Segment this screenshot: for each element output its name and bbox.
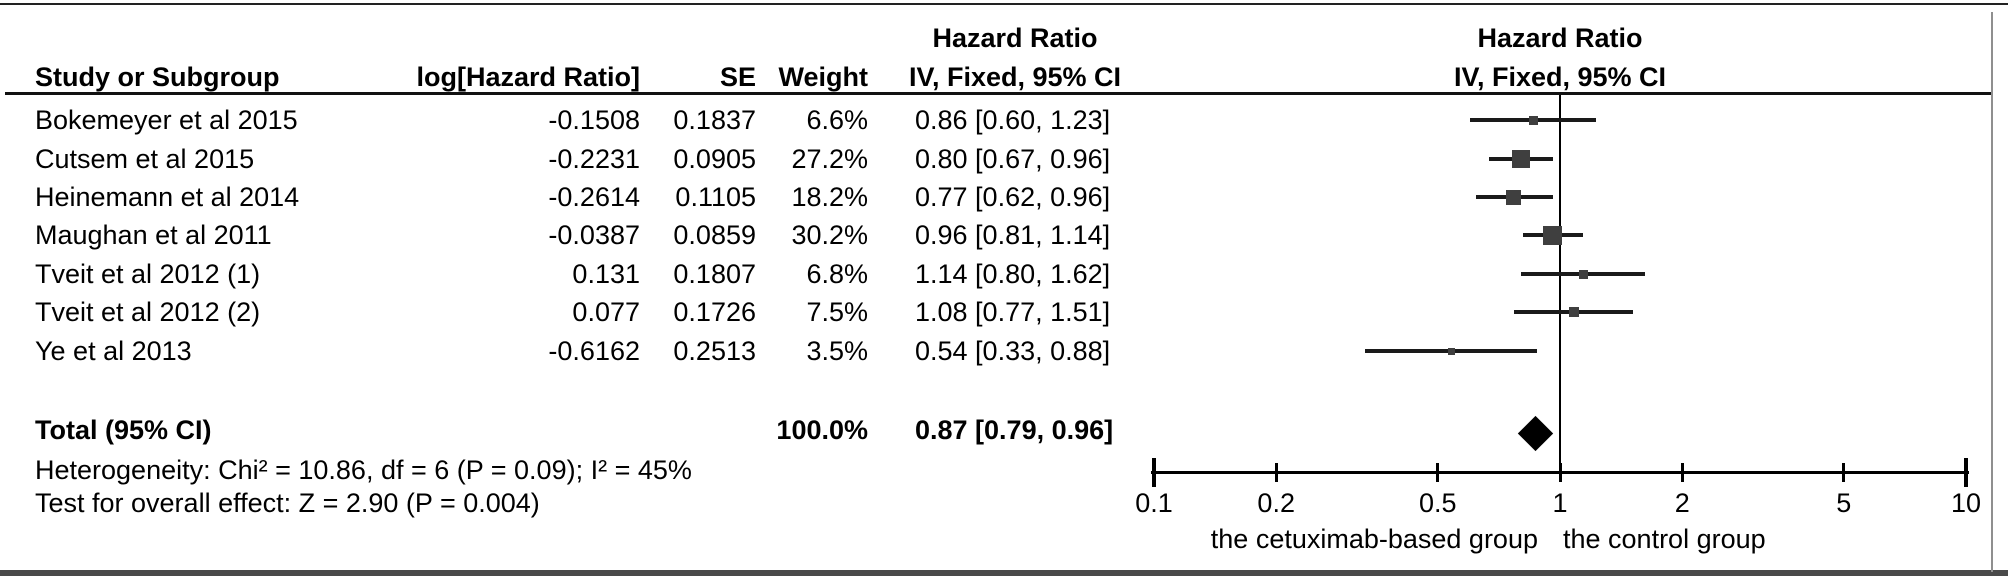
plot-header-hazard-ratio: Hazard Ratio [1477, 23, 1643, 53]
axis-tick [1152, 458, 1156, 487]
table-row: Cutsem et al 2015 -0.2231 0.0905 27.2% 0… [0, 140, 2008, 178]
log-hr-value: 0.077 [572, 297, 640, 327]
log-hr-value: -0.0387 [548, 220, 640, 250]
column-header-weight: Weight [778, 62, 869, 92]
column-header-hazard-ratio: Hazard Ratio [932, 23, 1098, 53]
weight-value: 6.6% [806, 105, 868, 135]
axis-tick [1558, 463, 1562, 482]
figure-top-border [0, 3, 2008, 5]
column-header-study: Study or Subgroup [35, 62, 280, 92]
header-underline [5, 92, 1991, 95]
study-label: Tveit et al 2012 (1) [35, 259, 261, 289]
se-value: 0.1105 [675, 182, 756, 212]
no-effect-line [1559, 95, 1561, 475]
total-label: Total (95% CI) [35, 415, 212, 445]
log-hr-value: -0.2614 [548, 182, 640, 212]
favours-right-label: the control group [1563, 524, 1766, 554]
study-label: Cutsem et al 2015 [35, 144, 255, 174]
axis-tick [1680, 463, 1684, 482]
table-row: Tveit et al 2012 (1) 0.131 0.1807 6.8% 1… [0, 255, 2008, 293]
table-row: Bokemeyer et al 2015 -0.1508 0.1837 6.6%… [0, 101, 2008, 139]
se-value: 0.1807 [673, 259, 756, 289]
ci-text: 0.80 [0.67, 0.96] [915, 144, 1111, 174]
weight-value: 30.2% [791, 220, 868, 250]
log-hr-value: 0.131 [572, 259, 640, 289]
ci-text: 1.08 [0.77, 1.51] [915, 297, 1111, 327]
se-value: 0.2513 [673, 336, 756, 366]
effect-square [1447, 347, 1455, 355]
effect-square [1568, 307, 1579, 317]
axis-tick-label: 0.5 [1419, 488, 1457, 518]
weight-value: 3.5% [806, 336, 868, 366]
log-hr-value: -0.6162 [548, 336, 640, 366]
total-row: Total (95% CI) 100.0% 0.87 [0.79, 0.96] [0, 411, 2008, 449]
total-ci-text: 0.87 [0.79, 0.96] [915, 415, 1114, 445]
axis-tick-label: 1 [1552, 488, 1568, 518]
effect-square [1578, 269, 1588, 279]
study-label: Bokemeyer et al 2015 [35, 105, 298, 135]
effect-square [1528, 115, 1538, 125]
ci-text: 0.54 [0.33, 0.88] [915, 336, 1111, 366]
column-header-log-hazard-ratio: log[Hazard Ratio] [416, 62, 640, 92]
axis-tick [1274, 463, 1278, 482]
ci-text: 0.77 [0.62, 0.96] [915, 182, 1111, 212]
effect-square [1511, 150, 1530, 168]
log-hr-value: -0.2231 [548, 144, 640, 174]
log-hr-value: -0.1508 [548, 105, 640, 135]
weight-value: 6.8% [806, 259, 868, 289]
effect-square [1506, 189, 1522, 205]
se-value: 0.1726 [673, 297, 756, 327]
se-value: 0.0905 [673, 144, 756, 174]
ci-text: 0.96 [0.81, 1.14] [915, 220, 1111, 250]
plot-header-iv-fixed-ci: IV, Fixed, 95% CI [1453, 62, 1667, 92]
effect-square [1543, 225, 1563, 245]
figure-bottom-border [0, 570, 2008, 576]
axis-tick-label: 2 [1674, 488, 1690, 518]
ci-text: 1.14 [0.80, 1.62] [915, 259, 1111, 289]
favours-left-label: the cetuximab-based group [1210, 524, 1538, 554]
axis-tick [1964, 458, 1968, 487]
total-diamond [1517, 415, 1554, 451]
weight-value: 7.5% [806, 297, 868, 327]
weight-value: 27.2% [791, 144, 868, 174]
total-weight-value: 100.0% [776, 415, 868, 445]
se-value: 0.0859 [673, 220, 756, 250]
axis-tick-label: 0.2 [1257, 488, 1295, 518]
column-header-iv-fixed-ci: IV, Fixed, 95% CI [908, 62, 1122, 92]
ci-text: 0.86 [0.60, 1.23] [915, 105, 1111, 135]
table-row: Ye et al 2013 -0.6162 0.2513 3.5% 0.54 [… [0, 332, 2008, 370]
study-label: Ye et al 2013 [35, 336, 192, 366]
study-label: Maughan et al 2011 [35, 220, 272, 250]
axis-tick-label: 10 [1950, 488, 1982, 518]
figure-right-border [1991, 12, 1993, 572]
study-label: Heinemann et al 2014 [35, 182, 300, 212]
axis-tick-label: 5 [1836, 488, 1852, 518]
overall-effect-text: Test for overall effect: Z = 2.90 (P = 0… [35, 488, 540, 518]
axis-tick-label: 0.1 [1135, 488, 1173, 518]
table-row: Tveit et al 2012 (2) 0.077 0.1726 7.5% 1… [0, 293, 2008, 331]
study-label: Tveit et al 2012 (2) [35, 297, 261, 327]
axis-tick [1842, 463, 1846, 482]
table-row: Heinemann et al 2014 -0.2614 0.1105 18.2… [0, 178, 2008, 216]
table-row: Maughan et al 2011 -0.0387 0.0859 30.2% … [0, 216, 2008, 254]
se-value: 0.1837 [673, 105, 756, 135]
weight-value: 18.2% [791, 182, 868, 212]
axis-tick [1436, 463, 1440, 482]
heterogeneity-text: Heterogeneity: Chi² = 10.86, df = 6 (P =… [35, 455, 692, 485]
column-header-se: SE [719, 62, 756, 92]
